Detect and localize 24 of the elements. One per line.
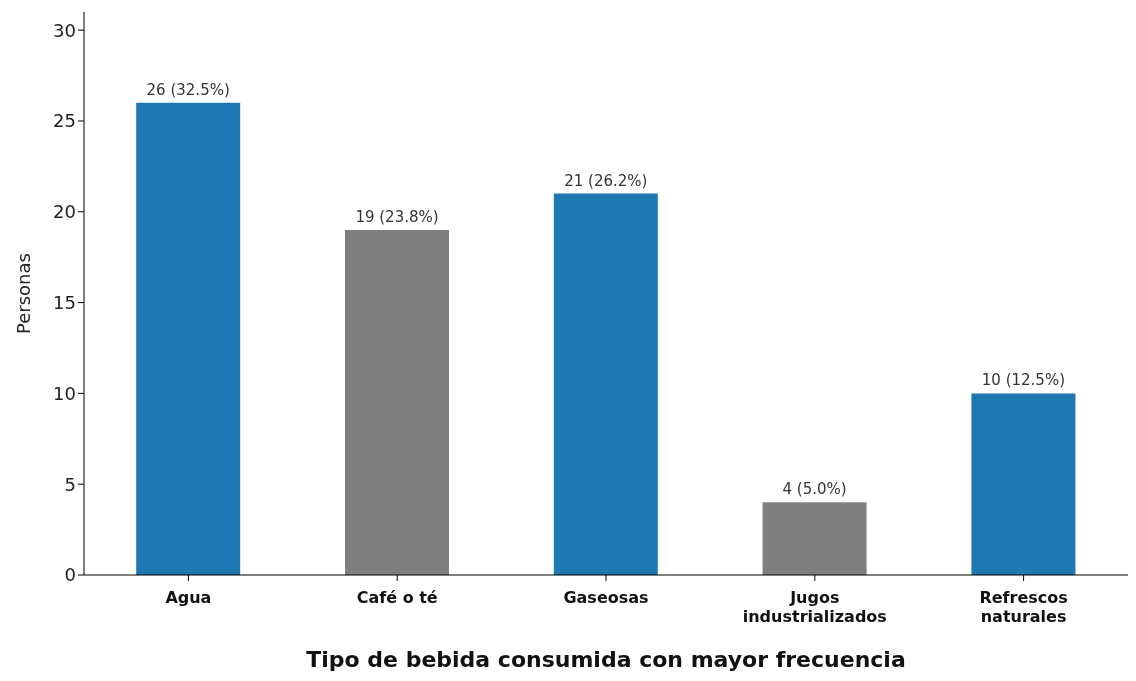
y-axis-title: Personas [13,253,35,334]
bar [553,193,658,575]
data-label: 21 (26.2%) [564,171,648,190]
x-tick-label: Café o té [356,588,438,608]
y-tick-label: 5 [64,473,76,495]
y-tick-label: 20 [53,201,76,223]
y-tick-label: 0 [64,564,76,586]
data-label: 26 (32.5%) [146,80,230,99]
y-tick-label: 30 [53,19,76,41]
data-label: 19 (23.8%) [355,207,439,226]
y-tick-label: 25 [53,110,76,132]
bar [136,102,241,575]
y-tick-label: 10 [53,382,76,404]
x-axis-title: Tipo de bebida consumida con mayor frecuencia [306,647,906,672]
x-tick-label: Jugos industrializados [742,588,887,626]
x-tick-label: Agua [165,588,212,608]
data-label: 10 (12.5%) [981,371,1066,390]
bar [762,502,867,575]
data-label: 4 (5.0%) [782,480,847,499]
x-tick-label: Gaseosas [563,588,649,608]
bar [971,393,1076,575]
x-tick-label: Refrescos naturales [979,588,1068,626]
bar [345,229,449,575]
y-tick-label: 15 [53,291,76,313]
